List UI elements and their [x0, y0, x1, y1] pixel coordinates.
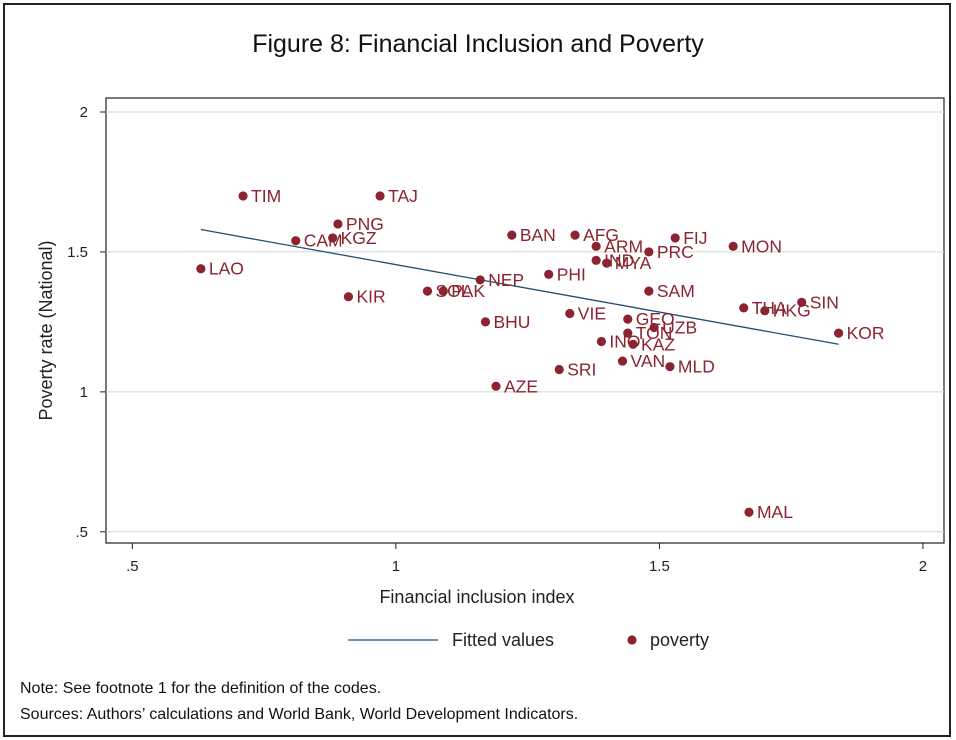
- data-label-fij: FIJ: [683, 228, 707, 248]
- y-tick-label: .5: [75, 524, 88, 541]
- data-label-kor: KOR: [847, 323, 885, 343]
- legend-poverty-marker: [627, 635, 637, 645]
- y-axis-title: Poverty rate (National): [36, 240, 56, 420]
- data-label-arm: ARM: [604, 236, 643, 256]
- data-point-mya: [602, 258, 612, 268]
- data-label-kgz: KGZ: [341, 228, 377, 248]
- y-tick-label: 2: [80, 104, 88, 121]
- note-text: Note: See footnote 1 for the definition …: [20, 680, 382, 697]
- data-point-arm: [591, 241, 601, 251]
- data-point-ind: [591, 255, 601, 265]
- data-label-nep: NEP: [488, 270, 524, 290]
- data-label-afg: AFG: [583, 225, 619, 245]
- x-tick-label: 1: [392, 558, 400, 575]
- data-point-prc: [644, 247, 654, 257]
- data-label-sam: SAM: [657, 281, 695, 301]
- data-point-ban: [507, 230, 517, 240]
- data-label-mal: MAL: [757, 502, 793, 522]
- plot-area: [105, 97, 945, 544]
- figure-title: Figure 8: Financial Inclusion and Povert…: [252, 30, 704, 58]
- data-label-ind: IND: [604, 250, 634, 270]
- data-point-ino: [596, 336, 607, 347]
- data-point-hkg: [760, 306, 770, 316]
- data-label-png: PNG: [346, 214, 384, 234]
- data-label-mld: MLD: [678, 357, 715, 377]
- x-tick-label: 1.5: [649, 558, 670, 575]
- data-point-aze: [491, 381, 501, 391]
- data-point-kir: [343, 292, 354, 302]
- data-point-kgz: [328, 233, 338, 243]
- data-label-ton: TON: [636, 323, 673, 343]
- data-point-tha: [739, 303, 749, 313]
- x-tick-label: .5: [126, 558, 139, 575]
- data-label-mya: MYA: [615, 253, 652, 273]
- data-label-aze: AZE: [504, 376, 538, 396]
- data-point-pak: [438, 286, 448, 296]
- data-label-van: VAN: [631, 351, 666, 371]
- data-label-vie: VIE: [578, 304, 606, 324]
- data-point-phi: [544, 269, 554, 279]
- data-point-mon: [728, 241, 738, 251]
- data-point-afg: [570, 230, 580, 240]
- data-point-nep: [475, 275, 485, 285]
- x-axis-title: Financial inclusion index: [379, 587, 574, 607]
- data-label-sri: SRI: [567, 359, 596, 379]
- data-label-ban: BAN: [520, 225, 556, 245]
- data-label-geo: GEO: [636, 309, 675, 329]
- data-point-mld: [665, 362, 675, 372]
- data-label-kaz: KAZ: [641, 334, 675, 354]
- data-point-kaz: [628, 339, 638, 349]
- data-label-prc: PRC: [657, 242, 694, 262]
- data-label-tim: TIM: [251, 186, 281, 206]
- data-label-phi: PHI: [557, 264, 586, 284]
- data-label-kir: KIR: [356, 287, 385, 307]
- data-label-taj: TAJ: [388, 186, 418, 206]
- data-label-uzb: UZB: [662, 317, 697, 337]
- data-label-mon: MON: [741, 236, 782, 256]
- fitted-line: [200, 228, 839, 345]
- data-point-fij: [670, 233, 680, 243]
- data-point-kor: [833, 328, 844, 338]
- legend-poverty-label: poverty: [650, 630, 709, 650]
- data-label-bhu: BHU: [493, 312, 530, 332]
- data-point-png: [333, 219, 343, 229]
- data-label-lao: LAO: [209, 259, 244, 279]
- data-point-van: [617, 356, 628, 366]
- data-label-sol: SOL: [435, 281, 470, 301]
- data-point-sin: [797, 297, 807, 307]
- x-tick-label: 2: [919, 558, 927, 575]
- data-point-vie: [565, 308, 575, 319]
- data-point-lao: [196, 264, 206, 274]
- data-label-tha: THA: [752, 298, 787, 318]
- data-label-pak: PAK: [451, 281, 485, 301]
- data-point-tim: [238, 191, 248, 201]
- data-point-bhu: [480, 317, 491, 327]
- data-label-cam: CAM: [304, 231, 343, 251]
- data-point-ton: [623, 328, 633, 338]
- data-point-mal: [744, 507, 754, 517]
- data-point-sam: [644, 286, 654, 296]
- sources-text: Sources: Authors’ calculations and World…: [20, 706, 579, 723]
- data-point-cam: [291, 236, 301, 246]
- data-point-uzb: [649, 322, 659, 333]
- data-point-sri: [554, 364, 564, 375]
- legend-fitted-label: Fitted values: [452, 630, 554, 650]
- data-point-taj: [375, 191, 385, 201]
- data-label-sin: SIN: [810, 292, 839, 312]
- data-point-geo: [623, 314, 633, 324]
- y-tick-label: 1.5: [67, 244, 88, 261]
- data-point-sol: [422, 286, 433, 296]
- y-tick-label: 1: [80, 384, 88, 401]
